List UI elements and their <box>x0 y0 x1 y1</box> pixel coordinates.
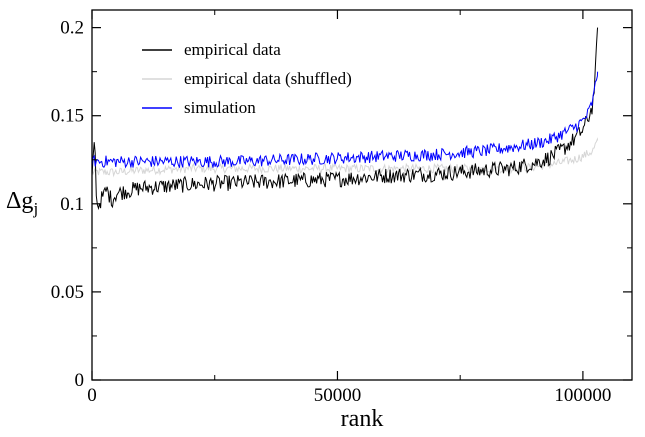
x-tick-label: 100000 <box>554 385 611 406</box>
ticks-layer <box>91 10 632 381</box>
legend: empirical data empirical data (shuffled) s… <box>142 40 352 117</box>
series-line-2 <box>91 71 599 169</box>
y-tick-label: 0.2 <box>60 18 84 39</box>
y-axis-label-subscript: j <box>32 199 38 218</box>
y-tick-label: 0.15 <box>51 106 84 127</box>
y-tick-label: 0 <box>75 370 85 391</box>
x-axis-label: rank <box>341 406 384 432</box>
labels-layer: 0 50000 100000 0 0.05 0.1 0.15 0.2 <box>51 18 612 406</box>
legend-label: empirical data <box>184 40 281 59</box>
plot-frame <box>91 9 633 381</box>
legend-label: simulation <box>184 98 256 117</box>
series-line-0 <box>91 137 599 178</box>
y-tick-label: 0.1 <box>60 194 84 215</box>
series-layer <box>91 27 599 211</box>
y-tick-label: 0.05 <box>51 282 84 303</box>
y-axis-label-main: Δg <box>6 188 33 214</box>
y-axis-label: Δgj <box>6 188 38 218</box>
legend-label: empirical data (shuffled) <box>184 69 352 88</box>
x-tick-label: 0 <box>87 385 97 406</box>
series-line-1 <box>91 27 599 211</box>
x-tick-label: 50000 <box>314 385 362 406</box>
